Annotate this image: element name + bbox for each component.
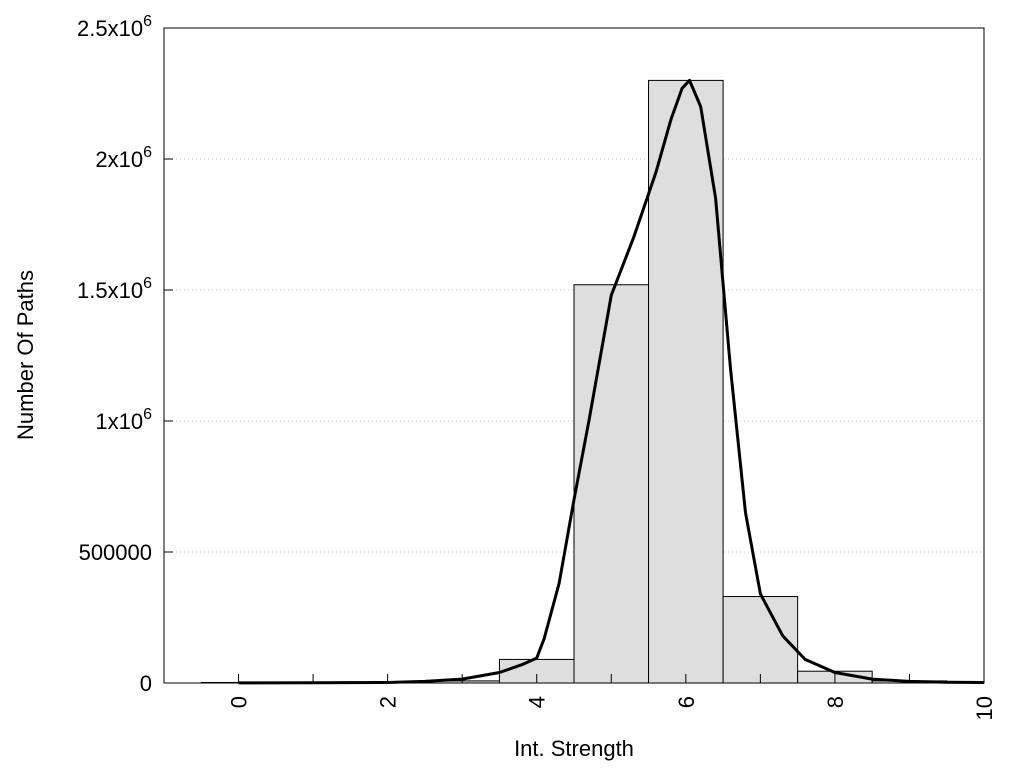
y-tick-label-5: 2.5x106: [77, 13, 152, 41]
x-tick-label-4: 8: [823, 696, 848, 708]
histogram-bars: [200, 79, 948, 684]
fit-curve: [238, 78, 985, 685]
x-tick-labels: 0 2 4 6 8 10: [227, 696, 997, 720]
x-tick-label-0: 0: [227, 696, 252, 708]
y-tick-label-1: 500000: [79, 540, 152, 565]
y-tick-labels: 0 500000 1x106 1.5x106 2x106 2.5x106: [77, 13, 152, 696]
x-tick-label-2: 4: [525, 696, 550, 708]
y-tick-label-3: 1.5x106: [77, 275, 152, 303]
x-axis-title: Int. Strength: [514, 736, 634, 761]
x-tick-label-1: 2: [376, 696, 401, 708]
histogram-bar-6: [648, 79, 724, 684]
y-axis-title: Number Of Paths: [13, 270, 38, 440]
grid-lines: [164, 158, 984, 553]
plot-frame: [163, 27, 985, 684]
y-tick-label-2: 1x106: [95, 406, 152, 434]
x-tick-label-3: 6: [674, 696, 699, 708]
histogram-bar-5: [573, 284, 650, 684]
x-tick-label-5: 10: [972, 696, 997, 720]
y-tick-label-4: 2x106: [95, 144, 152, 172]
axis-ticks: [164, 27, 985, 684]
y-tick-label-0: 0: [140, 671, 152, 696]
